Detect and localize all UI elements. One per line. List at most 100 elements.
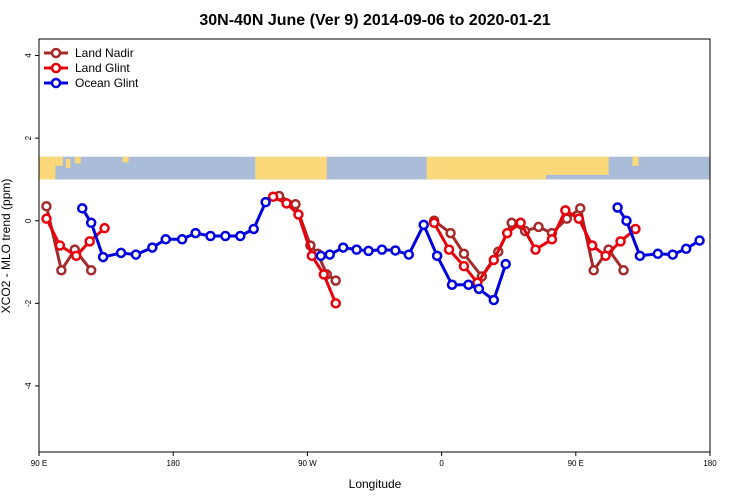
legend-marker <box>50 77 62 89</box>
map-land <box>255 156 327 180</box>
data-point <box>260 196 271 208</box>
data-point <box>324 249 336 260</box>
data-point <box>618 265 629 276</box>
x-tick-label: 90 E <box>568 459 584 468</box>
data-point <box>533 221 544 233</box>
data-point <box>290 198 301 210</box>
data-point <box>634 250 646 262</box>
series-ocean-glint <box>76 196 705 306</box>
data-point <box>315 250 327 262</box>
plot-frame <box>38 38 711 453</box>
data-point <box>248 223 259 235</box>
data-point <box>160 234 171 245</box>
data-point <box>586 240 598 251</box>
series-land-nadir <box>41 190 629 286</box>
data-point <box>446 279 458 290</box>
data-point <box>530 244 541 255</box>
data-point <box>501 227 513 239</box>
x-tick-label: 180 <box>703 459 717 468</box>
data-point <box>515 217 526 229</box>
legend-marker <box>50 62 62 74</box>
data-point <box>694 235 705 246</box>
data-point <box>351 244 362 255</box>
data-point <box>667 249 678 260</box>
map-land <box>65 158 71 169</box>
data-point <box>431 250 443 262</box>
data-point <box>428 217 440 229</box>
legend-label: Land Nadir <box>75 46 134 60</box>
x-tick-label: 180 <box>167 459 181 468</box>
x-tick-label: 90 W <box>298 459 317 468</box>
data-point <box>220 230 231 242</box>
data-point <box>41 213 52 224</box>
x-axis-label: Longitude <box>349 477 402 491</box>
data-point <box>488 254 500 266</box>
data-point <box>85 265 97 276</box>
world-map-band <box>39 156 710 180</box>
data-point <box>130 249 142 260</box>
legend-label: Ocean Glint <box>75 76 139 90</box>
data-point <box>488 294 500 306</box>
data-point <box>318 269 330 280</box>
map-land <box>39 156 56 180</box>
data-point <box>306 250 318 262</box>
data-point <box>176 234 188 245</box>
data-point <box>115 247 127 259</box>
y-tick-label: -4 <box>24 382 33 390</box>
data-point <box>621 215 632 226</box>
data-point <box>99 222 110 234</box>
data-point <box>205 230 216 242</box>
map-land <box>632 156 639 166</box>
data-point <box>588 265 599 276</box>
map-land <box>593 161 606 174</box>
data-point <box>463 279 474 290</box>
data-point <box>330 275 341 286</box>
series-line <box>45 205 93 272</box>
data-point <box>458 248 470 260</box>
y-tick-label: 0 <box>24 218 33 223</box>
map-land <box>74 156 81 164</box>
map-land <box>122 156 129 163</box>
data-point <box>546 234 558 245</box>
data-point <box>418 219 429 231</box>
data-point <box>376 244 388 255</box>
map-land <box>426 156 442 180</box>
data-point <box>652 248 664 260</box>
data-point <box>680 243 692 255</box>
data-point <box>235 230 246 242</box>
y-tick-label: 4 <box>24 53 33 58</box>
data-point <box>630 223 641 235</box>
data-point <box>293 209 304 220</box>
series-land-glint <box>41 191 641 309</box>
data-point <box>54 240 66 251</box>
x-tick-label: 90 E <box>31 459 47 468</box>
data-point <box>615 236 626 247</box>
data-point <box>612 202 623 213</box>
data-point <box>97 251 109 263</box>
data-point <box>445 227 456 239</box>
data-point <box>330 298 341 309</box>
data-point <box>281 198 292 209</box>
data-point <box>473 283 485 295</box>
chart-title: 30N-40N June (Ver 9) 2014-09-06 to 2020-… <box>199 12 550 29</box>
series-line <box>272 195 338 304</box>
x-tick-label: 0 <box>439 459 444 468</box>
data-point <box>337 242 349 253</box>
data-point <box>190 227 201 239</box>
data-point <box>71 250 82 262</box>
data-point <box>363 245 374 257</box>
data-point <box>41 201 52 212</box>
data-point <box>84 236 95 247</box>
legend-marker <box>50 47 62 59</box>
map-ocean <box>39 156 710 180</box>
x-axis: 90 E 180 90 W 0 90 E 180 <box>31 452 717 468</box>
map-land <box>55 156 63 166</box>
data-point <box>85 217 97 229</box>
series-line <box>80 201 267 259</box>
data-point <box>506 217 517 229</box>
data-point <box>443 244 455 255</box>
y-tick-label: -2 <box>24 299 33 307</box>
data-point <box>575 203 586 214</box>
